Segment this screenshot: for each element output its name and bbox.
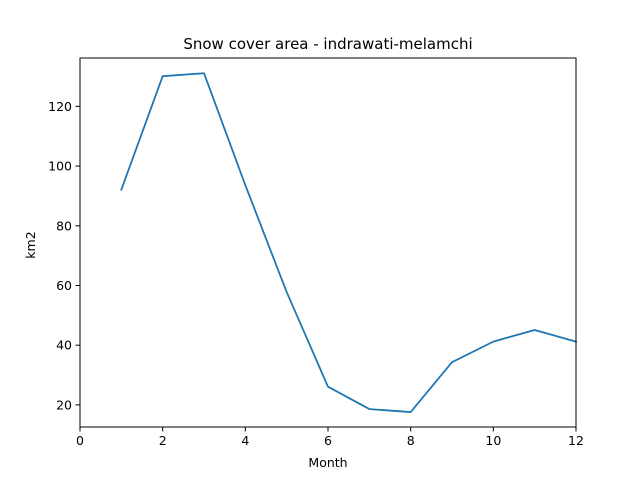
y-axis-label: km2	[23, 231, 38, 258]
y-tick-label: 120	[48, 99, 72, 114]
y-tick-label: 20	[56, 397, 72, 412]
chart-title: Snow cover area - indrawati-melamchi	[183, 35, 472, 53]
x-tick-label: 0	[76, 433, 84, 448]
x-tick-label: 2	[159, 433, 167, 448]
x-tick-label: 6	[324, 433, 332, 448]
x-axis-label: Month	[308, 455, 347, 470]
plot-frame	[79, 57, 577, 428]
series-line-0	[120, 72, 578, 413]
x-tick-label: 12	[568, 433, 584, 448]
y-tick-label: 60	[56, 278, 72, 293]
axis-ticks: 0 2 4 6 8 10 12 20 40 60 80 100 120	[48, 99, 584, 448]
x-tick-label: 8	[407, 433, 415, 448]
plot-area	[120, 72, 578, 413]
y-tick-label: 40	[56, 338, 72, 353]
y-tick-label: 100	[48, 159, 72, 174]
x-tick-label: 10	[485, 433, 501, 448]
x-tick-label: 4	[241, 433, 249, 448]
y-tick-label: 80	[56, 218, 72, 233]
